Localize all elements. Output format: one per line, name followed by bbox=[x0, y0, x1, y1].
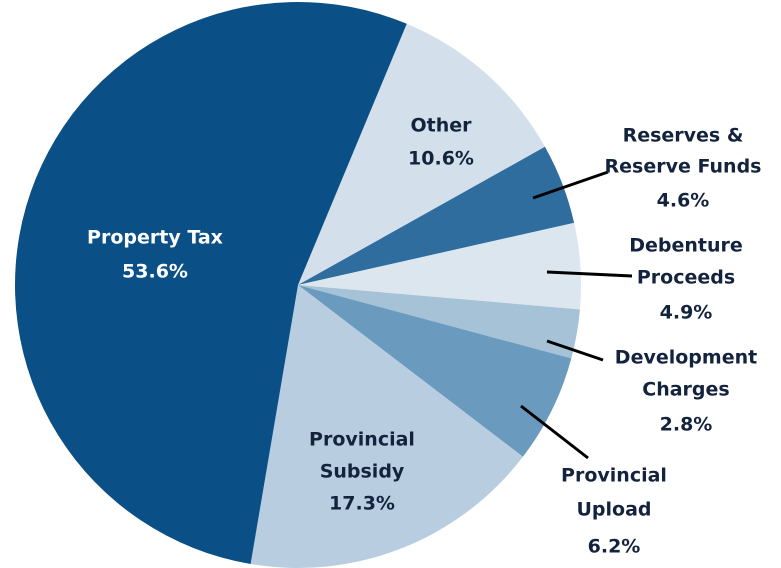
pie-slice bbox=[298, 222, 581, 310]
slice-label: Upload bbox=[576, 499, 651, 521]
value-label: 2.8% bbox=[660, 414, 713, 436]
slice-label: Debenture bbox=[629, 235, 743, 257]
pie-slice bbox=[298, 146, 575, 285]
leader-line bbox=[520, 404, 589, 460]
slice-label: Provincial bbox=[561, 465, 667, 487]
slice-label: Reserve Funds bbox=[605, 156, 762, 178]
pie-slice bbox=[298, 285, 580, 359]
slice-label: Property Tax bbox=[87, 227, 223, 249]
value-label: 10.6% bbox=[408, 148, 474, 170]
slice-label: Charges bbox=[642, 379, 729, 401]
value-label: 53.6% bbox=[122, 261, 188, 283]
leader-line bbox=[546, 339, 604, 362]
leader-line bbox=[532, 170, 609, 200]
value-label: 4.9% bbox=[660, 302, 713, 324]
value-label: 6.2% bbox=[588, 536, 641, 558]
pie-slice bbox=[298, 285, 572, 457]
slice-label: Provincial bbox=[309, 429, 415, 451]
slice-label: Reserves & bbox=[623, 125, 744, 147]
pie-slice bbox=[250, 285, 523, 568]
slice-label: Development bbox=[615, 347, 757, 369]
leader-line bbox=[546, 270, 633, 278]
value-label: 4.6% bbox=[657, 190, 710, 212]
slice-label: Other bbox=[410, 115, 472, 137]
pie-slice bbox=[298, 23, 545, 286]
value-label: 17.3% bbox=[329, 493, 395, 515]
pie-slice bbox=[15, 2, 407, 565]
slice-label: Subsidy bbox=[320, 461, 405, 483]
slice-label: Proceeds bbox=[637, 267, 735, 289]
